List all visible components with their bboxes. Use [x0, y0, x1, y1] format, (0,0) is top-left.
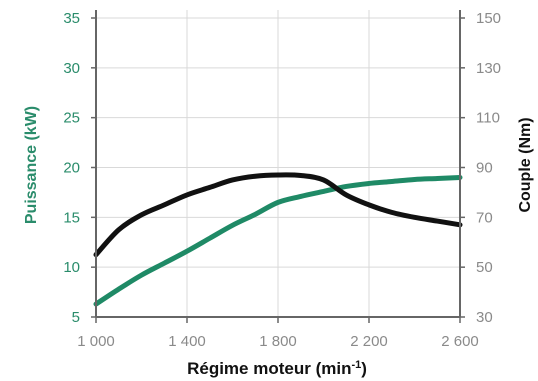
axes: [91, 10, 465, 323]
x-tick-label-2: 1 800: [259, 333, 297, 350]
y-left-tick-label-1: 10: [63, 259, 80, 276]
series-group: [93, 172, 463, 307]
y-right-tick-label-6: 150: [476, 10, 501, 27]
y-right-tick-label-3: 90: [476, 160, 493, 177]
torque-series-line: [93, 172, 463, 258]
power-series-line: [93, 174, 463, 307]
x-tick-label-0: 1 000: [77, 333, 115, 350]
x-axis-label-superscript: -1: [351, 359, 361, 371]
tick-labels: 5 10 15 20 25 30 35 30 50 70 90 110 130 150 1 000 1 400…: [63, 10, 501, 350]
x-axis-label-end: ): [361, 359, 367, 378]
y-right-tick-label-1: 50: [476, 259, 493, 276]
x-tick-label-3: 2 200: [350, 333, 388, 350]
x-tick-label-1: 1 400: [168, 333, 206, 350]
y-left-tick-label-5: 30: [63, 60, 80, 77]
y-axis-right-label: Couple (Nm): [517, 117, 534, 212]
y-left-tick-label-3: 20: [63, 160, 80, 177]
x-axis-label: Régime moteur (min-1): [187, 359, 367, 378]
y-axis-left-label: Puissance (kW): [23, 106, 40, 224]
x-axis-label-main: Régime moteur (min: [187, 359, 351, 378]
y-left-tick-label-2: 15: [63, 209, 80, 226]
y-right-tick-label-4: 110: [476, 110, 500, 127]
x-tick-label-4: 2 600: [441, 333, 479, 350]
y-right-tick-label-0: 30: [476, 309, 493, 326]
y-right-tick-label-5: 130: [476, 60, 501, 77]
y-left-tick-label-6: 35: [63, 10, 80, 27]
y-left-tick-label-0: 5: [72, 309, 80, 326]
y-left-tick-label-4: 25: [63, 110, 80, 127]
y-right-tick-label-2: 70: [476, 209, 493, 226]
